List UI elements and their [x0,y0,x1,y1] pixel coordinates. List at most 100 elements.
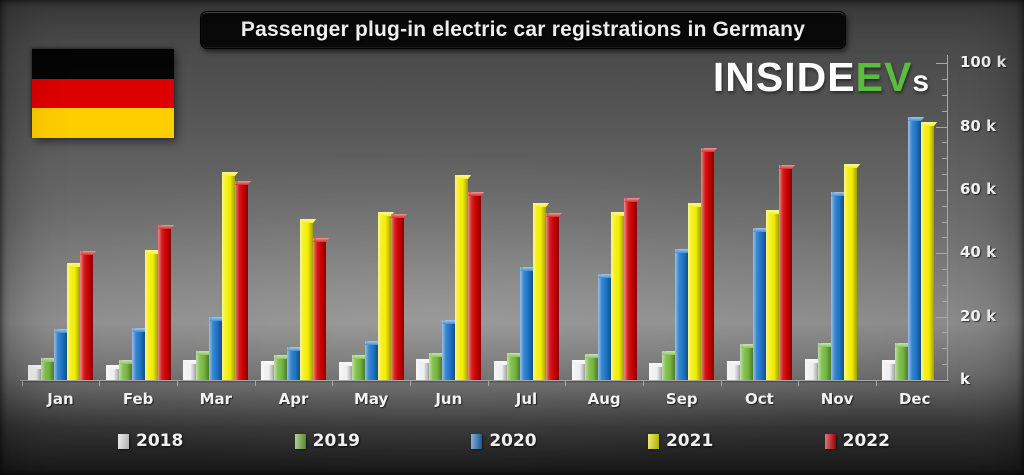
x-tick [798,381,800,386]
bar-2021-Jul [532,203,550,380]
y-minor-tick [942,205,947,207]
x-tick-label-Jul: Jul [515,390,538,408]
y-major-tick [936,126,947,128]
x-tick [177,381,179,386]
chart-legend: 2018 2019 2020 2021 2022 [118,431,890,451]
bar-2020-Apr [286,347,304,380]
bar-2020-Jun [442,320,459,380]
legend-label-2021: 2021 [665,431,714,451]
bar-2020-Dec [908,116,925,380]
bar-2020-Sep [675,249,692,380]
bar-top-bevel [455,175,472,180]
bar-2018-Aug [571,359,588,380]
bar-2021-Jun [455,175,472,380]
bar-top-bevel [80,251,97,256]
bar-2021-Feb [144,249,161,380]
bar-2019-May [351,354,368,380]
y-tick-label-20: 20 k [960,306,997,325]
y-tick-label-80: 80 k [960,116,997,135]
legend-swatch-2018 [118,433,129,449]
bar-2019-Apr [273,355,291,380]
chart-title: Passenger plug-in electric car registrat… [240,18,806,41]
y-minor-tick [942,332,947,334]
y-tick-label-100: 100 k [960,53,1007,72]
bar-2021-Nov [843,163,860,380]
bar-2022-Jul [545,212,563,380]
bar-2020-Jan [54,328,71,380]
bar-top-bevel [843,163,860,168]
bar-2018-Apr [260,360,278,380]
bar-2021-Oct [765,209,783,380]
y-minor-tick [942,269,947,271]
flag-stripe-black [32,49,174,79]
bar-2022-May [390,213,407,380]
bar-2020-Aug [597,274,614,380]
bar-top-bevel [468,192,485,197]
bar-2020-May [364,340,381,380]
legend-swatch-2019 [294,433,306,449]
bar-2019-Aug [584,354,601,380]
x-tick-label-Apr: Apr [278,390,309,408]
bar-top-bevel [623,197,640,202]
bar-2022-Jun [468,192,485,380]
y-minor-tick [942,94,947,96]
x-tick-label-Feb: Feb [122,390,154,408]
y-minor-tick [942,284,947,286]
bar-2022-Apr [312,237,330,380]
bar-2020-Mar [209,317,226,380]
legend-label-2018: 2018 [136,431,184,451]
bar-2019-Jan [41,358,58,380]
legend-item-2018: 2018 [118,431,183,451]
bar-2022-Oct [778,164,796,380]
x-tick [875,381,877,386]
bar-2020-Feb [131,327,148,380]
logo-text-s: s [912,65,930,98]
bar-top-bevel [222,171,239,176]
bar-top-bevel [312,237,330,242]
bar-2019-Dec [895,343,912,380]
x-tick-label-Jan: Jan [47,390,74,408]
x-tick [720,381,722,386]
x-axis-line [20,380,949,381]
bar-2018-Jul [493,361,511,380]
legend-item-2022: 2022 [824,431,890,451]
bar-2019-Jul [506,353,524,380]
bar-2021-Apr [299,219,317,380]
bar-2018-Oct [726,360,744,380]
legend-swatch-2022 [824,433,836,449]
bar-2019-Nov [817,342,834,380]
bar-2022-Mar [235,181,252,380]
insideevs-logo: INSIDEEVs [713,57,930,98]
logo-text-inside: INSIDE [712,54,856,100]
bar-2021-Sep [688,203,705,380]
y-tick-label-0: k [960,370,970,388]
x-tick-label-Sep: Sep [665,390,698,408]
y-tick-label-40: 40 k [960,243,997,262]
bar-2019-Feb [118,359,135,380]
bar-2019-Mar [196,350,213,380]
y-minor-tick [942,348,947,350]
bar-2018-Dec [882,360,899,380]
legend-item-2021: 2021 [647,431,714,451]
x-tick [254,381,256,386]
x-tick-label-Oct: Oct [745,390,774,408]
x-tick [565,381,567,386]
x-tick-label-Aug: Aug [587,390,621,408]
flag-stripe-gold [32,108,174,139]
bar-2021-Jan [67,263,84,380]
bar-2018-Feb [105,364,122,380]
y-minor-tick [942,79,947,81]
legend-swatch-2020 [471,433,483,449]
y-tick-label-60: 60 k [960,179,997,198]
y-minor-tick [942,364,947,366]
bar-2022-Sep [701,148,718,380]
legend-item-2019: 2019 [294,431,360,451]
x-tick-label-Mar: Mar [199,390,233,408]
y-major-tick [936,316,947,318]
germany-flag [32,49,174,139]
bar-top-bevel [532,203,550,208]
bar-top-bevel [921,122,938,127]
bar-2021-Aug [610,212,627,380]
bar-2019-Oct [739,344,757,380]
